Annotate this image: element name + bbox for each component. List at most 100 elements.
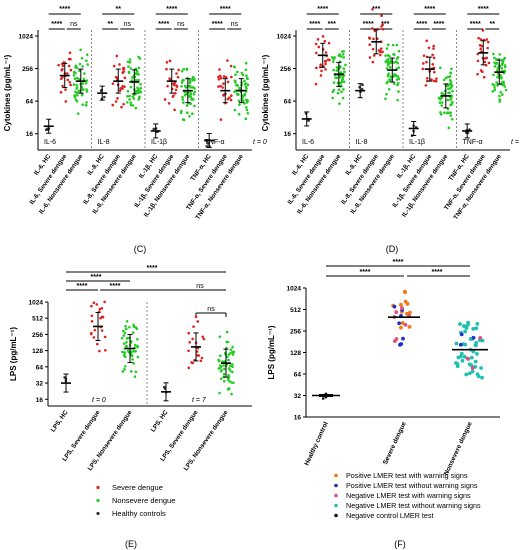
data-point: [85, 53, 89, 56]
data-point: [342, 56, 346, 59]
data-point: [496, 66, 500, 70]
data-point: [205, 144, 209, 148]
data-point: [191, 112, 194, 116]
data-point: [432, 44, 435, 48]
data-point: [492, 73, 495, 77]
data-point: [185, 67, 189, 71]
data-point: [123, 331, 127, 335]
sig-label: ****: [393, 259, 404, 266]
y-tick-label: 32: [36, 381, 44, 388]
data-point: [485, 56, 489, 60]
data-point: [463, 329, 468, 334]
group-name: TNF-α: [463, 139, 483, 146]
data-point: [422, 54, 426, 57]
sig-label: ns: [196, 283, 204, 290]
data-point: [81, 103, 84, 106]
data-point: [449, 80, 453, 84]
data-point: [237, 112, 241, 116]
data-point: [101, 315, 105, 319]
data-point: [121, 370, 125, 373]
data-point: [229, 64, 233, 68]
data-point: [231, 350, 235, 354]
data-point: [188, 115, 191, 118]
data-point: [244, 61, 248, 65]
data-point: [244, 85, 248, 89]
data-point: [68, 80, 72, 84]
data-point: [221, 360, 224, 363]
data-point: [425, 76, 429, 80]
legend-marker: [334, 473, 338, 478]
y-tick-label: 16: [26, 131, 34, 138]
data-point: [421, 67, 425, 71]
data-point: [498, 53, 502, 56]
data-point: [134, 370, 138, 374]
data-point: [180, 69, 184, 73]
data-point: [85, 88, 88, 91]
legend-label: Positive LMER test without warning signs: [346, 481, 478, 490]
data-point: [403, 322, 408, 327]
data-point: [384, 54, 387, 57]
data-point: [500, 76, 503, 80]
data-point: [227, 373, 230, 377]
data-point: [69, 68, 73, 72]
y-tick-label: 256: [290, 329, 301, 336]
data-point: [470, 369, 475, 374]
data-point: [504, 88, 508, 92]
data-point: [321, 35, 325, 38]
data-point: [181, 79, 184, 82]
data-point: [502, 58, 505, 61]
data-point: [176, 75, 180, 79]
data-point: [324, 62, 327, 66]
data-point: [498, 100, 502, 103]
data-point: [327, 41, 331, 45]
data-point: [476, 374, 481, 379]
data-point: [233, 79, 237, 82]
data-point: [125, 319, 129, 323]
legend-label: Healthy controls: [112, 509, 166, 518]
data-point: [238, 86, 241, 90]
data-point: [229, 98, 233, 102]
data-point: [74, 98, 78, 101]
data-point: [191, 78, 195, 82]
data-point: [116, 97, 119, 100]
sig-label: ****: [220, 6, 231, 13]
data-point: [388, 61, 391, 65]
sig-label: ****: [51, 21, 62, 28]
data-point: [219, 118, 223, 121]
data-point: [379, 47, 383, 50]
sig-label: ****: [363, 21, 374, 28]
data-point: [122, 67, 126, 70]
data-point: [471, 335, 476, 340]
data-point: [131, 331, 135, 334]
data-point: [448, 75, 452, 78]
data-point: [86, 63, 89, 66]
data-point: [189, 86, 192, 89]
data-point: [371, 47, 375, 51]
data-point: [227, 367, 231, 370]
data-point: [135, 69, 139, 73]
data-point: [485, 38, 489, 41]
data-point: [337, 88, 341, 92]
data-point: [85, 101, 88, 104]
data-point: [228, 352, 232, 355]
data-point: [138, 95, 141, 99]
data-point: [331, 90, 335, 94]
data-point: [217, 77, 221, 81]
data-point: [187, 349, 190, 353]
data-point: [244, 82, 248, 85]
data-point: [132, 323, 136, 327]
data-point: [191, 75, 195, 79]
data-point: [193, 90, 196, 94]
data-point: [128, 60, 132, 64]
sig-label: ****: [91, 274, 102, 281]
data-point: [432, 79, 436, 83]
sig-label: ****: [433, 21, 444, 28]
data-point: [134, 106, 138, 110]
data-point: [493, 56, 496, 60]
legend-label: Negative LMER test without warning signs: [346, 501, 481, 510]
data-point: [85, 79, 89, 82]
data-point: [397, 90, 400, 93]
data-point: [479, 366, 483, 370]
data-point: [128, 58, 132, 61]
data-point: [386, 74, 390, 78]
